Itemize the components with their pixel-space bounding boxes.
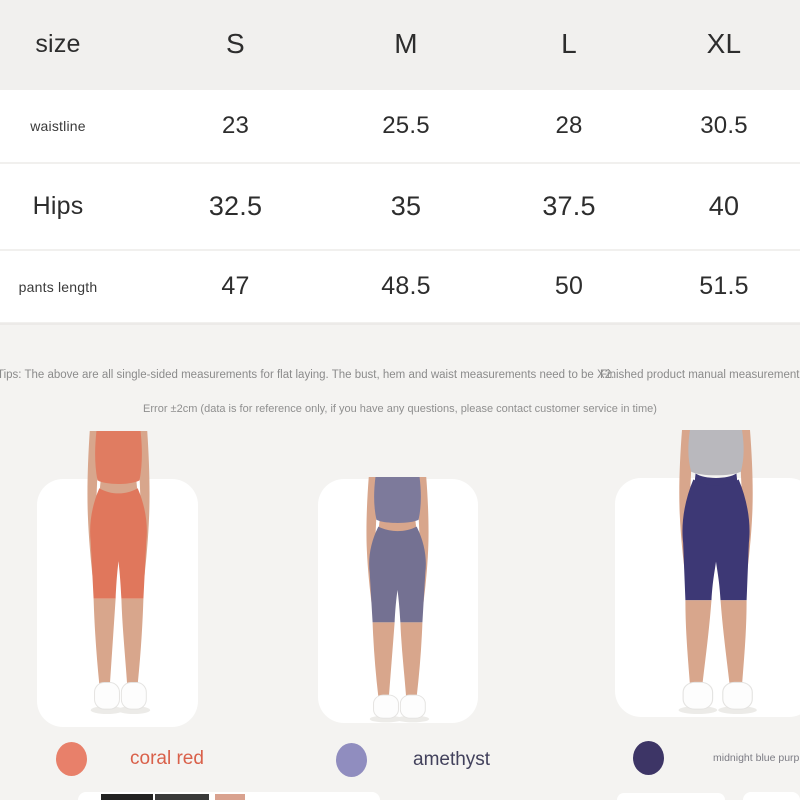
product-photo-model-midnight-blue-purple — [648, 430, 784, 717]
size-chart-header-row: size S M L XL — [0, 0, 800, 88]
size-col-m: M — [394, 28, 418, 59]
size-chart: size S M L XL waistline 23 25.5 28 30.5 … — [0, 0, 800, 323]
table-row-hips: Hips 32.5 35 37.5 40 — [0, 164, 800, 249]
row-label: waistline — [30, 118, 86, 134]
cell-value: 51.5 — [699, 272, 749, 300]
row-label: pants length — [18, 278, 98, 295]
color-option-midnight-blue-purple[interactable]: midnight blue purple — [633, 741, 800, 775]
color-swatch-icon — [336, 743, 367, 777]
next-section-card — [617, 793, 725, 800]
color-option-amethyst[interactable]: amethyst — [336, 743, 490, 777]
color-name-label: coral red — [130, 748, 204, 769]
tips-text: Tips: The above are all single-sided mea… — [0, 369, 615, 381]
next-section-photo-fragment — [155, 794, 209, 800]
size-chart-title: size — [35, 29, 81, 58]
size-col-xl: XL — [706, 28, 742, 59]
next-section-photo-fragment — [215, 794, 245, 800]
cell-value: 32.5 — [208, 191, 263, 221]
cell-value: 30.5 — [700, 112, 748, 139]
cell-value: 47 — [221, 272, 250, 300]
table-row-waistline: waistline 23 25.5 28 30.5 — [0, 90, 800, 162]
cell-value: 37.5 — [542, 191, 596, 221]
measurement-notes: Tips: The above are all single-sided mea… — [0, 369, 800, 385]
color-name-label: midnight blue purple — [713, 752, 800, 764]
row-label: Hips — [32, 192, 84, 220]
cell-value: 35 — [390, 191, 422, 221]
color-swatch-icon — [56, 742, 87, 776]
next-section-photo-fragment — [101, 794, 153, 800]
measurement-unit-text: Finished product manual measurement (uni… — [600, 369, 800, 381]
color-name-label: amethyst — [413, 749, 491, 770]
cell-value: 23 — [221, 112, 250, 139]
cell-value: 48.5 — [381, 272, 431, 300]
error-tolerance-text: Error ±2cm (data is for reference only, … — [143, 403, 657, 415]
cell-value: 50 — [554, 272, 584, 300]
color-swatch-icon — [633, 741, 664, 775]
size-col-l: L — [561, 28, 577, 59]
size-col-s: S — [226, 28, 245, 59]
product-photo-model-amethyst — [340, 477, 455, 725]
next-section-card — [743, 792, 800, 800]
table-bottom-divider — [0, 323, 800, 325]
color-option-coral-red[interactable]: coral red — [56, 742, 204, 776]
cell-value: 40 — [708, 191, 740, 221]
table-row-pants-length: pants length 47 48.5 50 51.5 — [0, 251, 800, 322]
product-photo-model-coral-red — [61, 431, 176, 717]
cell-value: 25.5 — [382, 112, 430, 139]
cell-value: 28 — [555, 112, 583, 139]
